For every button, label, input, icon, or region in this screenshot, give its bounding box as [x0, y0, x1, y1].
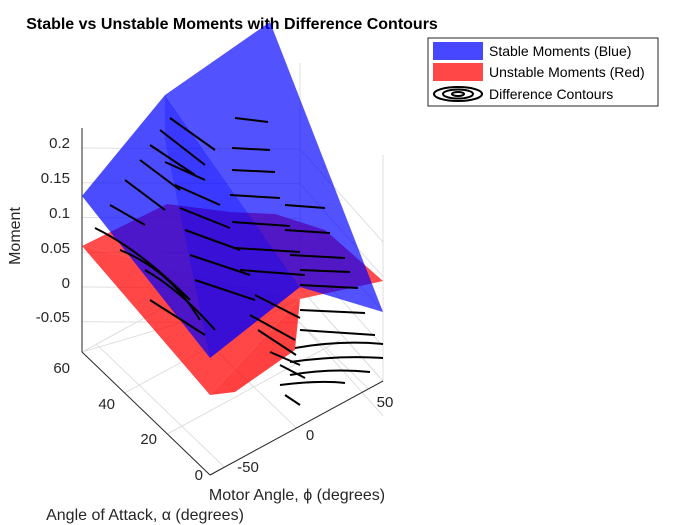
moment-tick-label: 0.2 [49, 135, 70, 152]
contour-line [234, 117, 269, 123]
contour-line [144, 269, 216, 331]
contour-line [299, 269, 351, 273]
difference-contours [94, 117, 384, 406]
contour-line [149, 299, 206, 336]
phi-tick-label: 0 [306, 427, 314, 444]
alpha-tick-label: 60 [53, 360, 70, 377]
contour-line [284, 229, 331, 234]
moment-tick-label: 0.05 [41, 240, 70, 257]
alpha-tick-label: 20 [140, 431, 157, 448]
contour-line [249, 314, 296, 341]
contour-line [289, 254, 346, 259]
contour-line [231, 169, 276, 173]
contour-line [279, 380, 346, 386]
contour-line [289, 356, 384, 363]
moment-axis-label: Moment [7, 207, 24, 265]
moment-tick-label: 0 [62, 275, 70, 292]
stable-surface [82, 22, 383, 358]
unstable-surface-front-right [210, 299, 300, 395]
stable-surface-left-panel [82, 95, 300, 358]
contour-line [169, 117, 216, 151]
contour-line [289, 369, 371, 376]
alpha-axis-line [81, 351, 211, 476]
phi-tick-label: -50 [237, 459, 259, 476]
phi-tick-label: 50 [377, 394, 394, 411]
contour-line [184, 229, 241, 251]
legend-label-contours: Difference Contours [489, 86, 613, 102]
legend-swatch-contours [433, 86, 483, 102]
contour-line [94, 227, 191, 301]
legend: Stable Moments (Blue) Unstable Moments (… [427, 37, 659, 107]
moment-ticks: -0.05 0 0.05 0.1 0.15 0.2 [36, 135, 70, 326]
moment-tick-label: 0.15 [41, 170, 70, 187]
stable-surface-right-panel [165, 22, 383, 312]
alpha-tick-label: 40 [98, 396, 115, 413]
alpha-tick-label: 0 [195, 467, 203, 484]
legend-swatch-stable [433, 42, 483, 60]
contour-line [239, 269, 306, 276]
legend-label-stable: Stable Moments (Blue) [489, 43, 631, 59]
chart-title: Stable vs Unstable Moments with Differen… [26, 16, 438, 33]
phi-ticks: -50 0 50 [237, 394, 393, 476]
contour-line [257, 329, 297, 356]
contour-line [294, 341, 384, 349]
contour-line [234, 247, 301, 253]
contour-line [124, 179, 166, 211]
contour-line [109, 204, 146, 226]
alpha-axis-label: Angle of Attack, α (degrees) [46, 507, 244, 524]
contour-line [284, 204, 326, 209]
contour-line [299, 309, 366, 314]
axes-front [81, 128, 384, 476]
phi-axis-line [209, 380, 384, 476]
legend-swatch-unstable [433, 63, 483, 81]
contour-line [254, 294, 301, 319]
contour-line [189, 254, 251, 276]
contour-line [299, 284, 359, 289]
contour-line [231, 221, 291, 227]
contour-line [279, 364, 306, 379]
phi-axis-label: Motor Angle, ϕ (degrees) [209, 487, 385, 504]
contour-line [229, 194, 281, 199]
legend-label-unstable: Unstable Moments (Red) [489, 64, 645, 80]
contour-line [119, 249, 201, 321]
contour-line [149, 144, 196, 176]
contour-line [139, 159, 181, 191]
contour-line [164, 161, 206, 181]
contour-line [194, 279, 256, 301]
contour-line [159, 129, 206, 166]
moment-tick-label: -0.05 [36, 309, 70, 326]
contour-line [299, 329, 376, 336]
contour-line [179, 207, 231, 229]
contour-line [284, 394, 301, 406]
alpha-ticks: 0 20 40 60 [53, 360, 203, 484]
contour-line [174, 184, 221, 206]
phi-gridline [96, 343, 225, 468]
contour-line [269, 351, 301, 366]
moment-tick-label: 0.1 [49, 205, 70, 222]
contour-line [231, 147, 271, 151]
